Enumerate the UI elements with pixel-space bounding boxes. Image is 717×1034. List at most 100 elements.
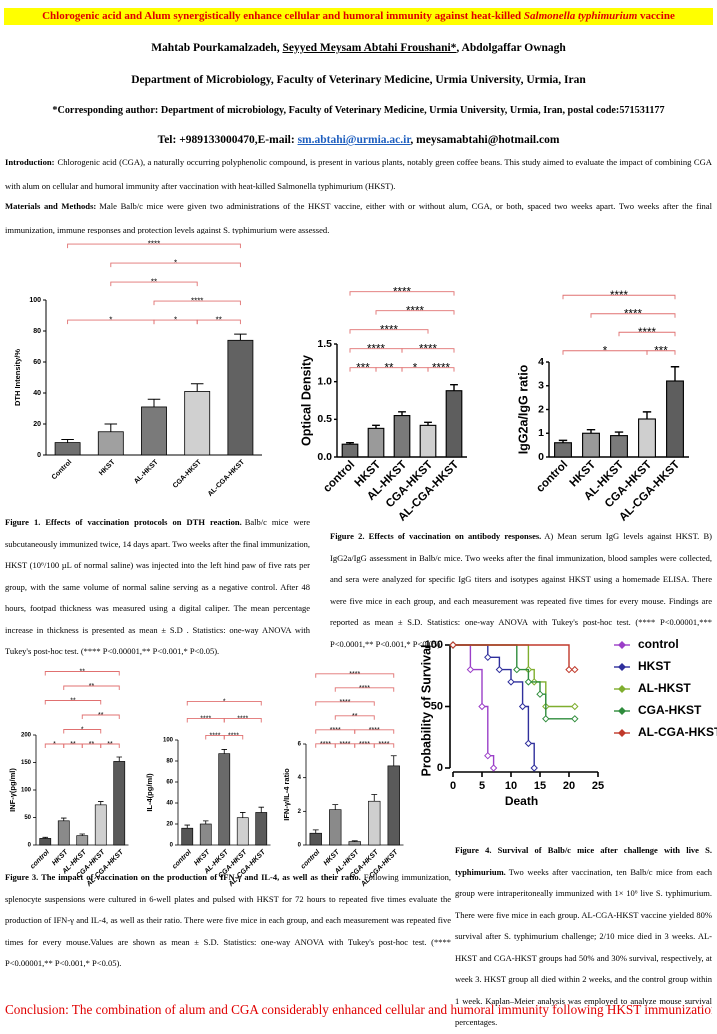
legend-label: AL-HKST	[638, 681, 691, 695]
author-corresponding: Seyyed Meysam Abtahi Froushani*	[282, 42, 457, 54]
bar	[329, 809, 342, 846]
significance-bracket	[618, 331, 676, 337]
survival-point	[449, 641, 457, 649]
caption-text: A) Mean serum IgG levels against HKST. B…	[330, 531, 712, 649]
significance-label: ****	[406, 305, 424, 317]
error-bar	[390, 755, 397, 766]
x-tick-label: 10	[505, 780, 517, 792]
author: Mahtab Pourkamalzadeh,	[151, 42, 283, 54]
significance-label: ****	[228, 733, 239, 740]
y-tick-label: 100	[21, 788, 32, 794]
y-tick-label: 100	[163, 738, 174, 744]
significance-label: ****	[237, 716, 248, 723]
bar	[184, 391, 211, 456]
significance-label: *	[223, 699, 226, 706]
y-tick-label: 1.5	[317, 338, 332, 350]
significance-bracket	[67, 319, 155, 325]
x-tick-label: Control	[51, 459, 74, 482]
y-tick-label: 0	[298, 843, 302, 849]
error-bar	[60, 817, 67, 821]
significance-bracket	[63, 685, 120, 690]
y-tick-label: 50	[24, 815, 31, 821]
bar	[181, 827, 194, 846]
figure-caption: Figure 3. The impact of vaccination on t…	[5, 867, 451, 975]
y-tick-label: 60	[33, 359, 41, 366]
bar	[39, 838, 52, 846]
x-tick-label: 25	[592, 780, 604, 792]
y-tick-label: 6	[298, 742, 302, 748]
significance-bracket	[349, 329, 429, 334]
legend-label: CGA-HKST	[638, 703, 702, 717]
email-link[interactable]: sm.abtahi@urmia.ac.ir	[297, 134, 411, 146]
survival-point	[507, 678, 515, 686]
error-bar	[202, 820, 209, 824]
significance-label: ****	[340, 741, 351, 748]
error-bar	[424, 421, 432, 426]
x-tick-label: control	[534, 459, 570, 495]
y-axis-label: Optical Density	[299, 355, 313, 446]
significance-bracket	[63, 729, 102, 734]
y-axis-label: Probability of Survival	[419, 645, 433, 777]
survival-point	[530, 764, 538, 772]
y-tick-label: 80	[33, 328, 41, 335]
error-bar	[450, 383, 458, 391]
error-bar	[61, 439, 74, 443]
contact: Tel: +989133000470,E-mail: sm.abtahi@urm…	[4, 134, 713, 146]
section-text: Chlorogenic acid (CGA), a naturally occu…	[5, 157, 712, 191]
significance-label: **	[352, 713, 358, 720]
significance-label: **	[89, 683, 95, 690]
significance-label: ****	[359, 741, 370, 748]
introduction: Introduction: Chlorogenic acid (CGA), a n…	[5, 150, 712, 198]
bar	[554, 442, 572, 458]
caption-label: Figure 4. Survival of Balb/c mice after …	[455, 845, 712, 877]
x-tick-label: 0	[450, 780, 456, 792]
error-bar	[614, 431, 624, 436]
corresponding: *Corresponding author: Department of mic…	[52, 105, 665, 116]
significance-bracket	[315, 673, 395, 678]
x-tick-label: 20	[563, 780, 575, 792]
significance-label: **	[70, 741, 76, 748]
figure-caption: Figure 4. Survival of Balb/c mice after …	[455, 840, 712, 1034]
significance-bracket	[349, 367, 377, 372]
y-tick-label: 40	[33, 390, 41, 397]
survival-point	[536, 690, 544, 698]
legend-label: HKST	[638, 659, 671, 673]
survival-curve	[453, 644, 495, 768]
bar	[666, 380, 684, 458]
section-label: Introduction:	[5, 157, 55, 167]
significance-label: ****	[610, 290, 628, 302]
caption-text: Following immunization, splenocyte suspe…	[5, 872, 451, 968]
significance-label: **	[216, 316, 222, 325]
y-tick-label: 80	[166, 759, 173, 765]
bar	[393, 415, 411, 458]
y-tick-label: 4	[298, 775, 302, 781]
survival-point	[524, 678, 533, 686]
bar	[348, 841, 361, 846]
survival-point	[489, 764, 498, 772]
error-bar	[372, 424, 380, 429]
significance-bracket	[44, 743, 65, 748]
bar	[309, 832, 322, 846]
significance-label: ****	[367, 343, 385, 355]
bar	[387, 765, 400, 846]
y-tick-label: 200	[21, 733, 32, 739]
significance-label: ****	[638, 327, 656, 339]
y-tick-label: 60	[166, 780, 173, 786]
affiliation: Department of Microbiology, Faculty of V…	[131, 74, 586, 86]
error-bar	[97, 801, 104, 805]
significance-label: ****	[419, 343, 437, 355]
error-bar	[586, 428, 596, 434]
survival-point	[565, 665, 573, 674]
authors: Mahtab Pourkamalzadeh, Seyyed Meysam Abt…	[4, 42, 713, 54]
significance-label: *	[109, 316, 112, 325]
y-tick-label: 2	[298, 809, 302, 815]
y-tick-label: 0.5	[317, 413, 332, 425]
significance-label: ****	[349, 671, 360, 678]
error-bar	[312, 829, 319, 834]
survival-point	[571, 665, 579, 674]
error-bar	[346, 441, 354, 445]
significance-bracket	[44, 671, 120, 676]
significance-label: ****	[340, 699, 351, 706]
y-tick-label: 0	[28, 843, 32, 849]
caption-label: Figure 1. Effects of vaccination protoco…	[5, 517, 242, 527]
